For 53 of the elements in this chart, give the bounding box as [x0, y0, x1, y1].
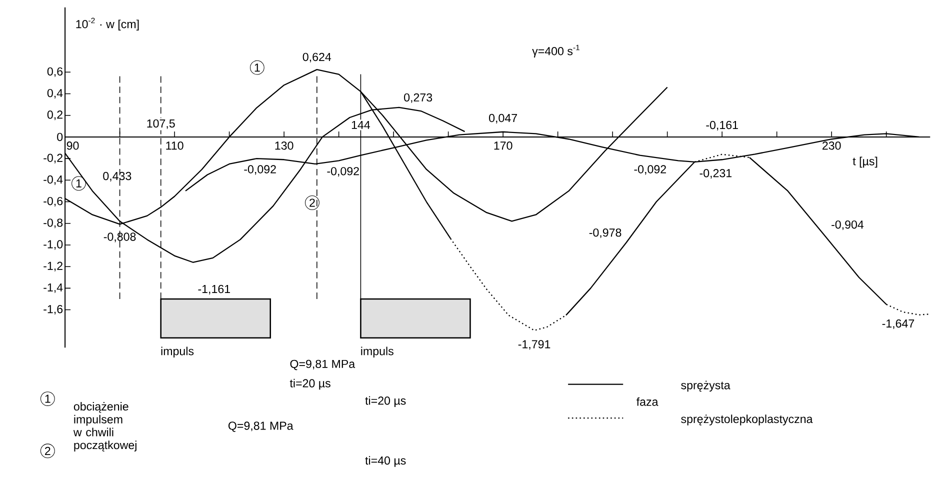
y-tick-label: -0,8: [44, 218, 63, 228]
annotation: -0,978: [589, 228, 622, 238]
annotation: -0,231: [700, 169, 732, 179]
annotation: γ=400 s$^{-1}$: [532, 44, 580, 58]
annotation: 2: [310, 198, 315, 207]
annotation: 0,273: [404, 93, 432, 103]
y-tick-label: -1,2: [44, 262, 62, 272]
y-tick-label: 0,4: [47, 88, 63, 99]
text: Q=9,81 MPa: [290, 360, 356, 370]
x-tick-label: 170: [494, 142, 512, 150]
band-label: impuls: [161, 346, 194, 358]
text: sprężysta: [681, 380, 730, 392]
text: ti=40 µs: [365, 456, 406, 467]
y-tick-label: -0,6: [44, 196, 63, 207]
x-tick-label: 90: [66, 142, 79, 150]
text: 1: [45, 394, 50, 403]
x-tick-label: 230: [822, 142, 841, 150]
text: sprężystolepkoplastyczna: [681, 414, 813, 426]
legend-title: faza: [636, 397, 658, 406]
annotation: -0,808: [104, 232, 136, 242]
text: Q=9,81 MPa: [228, 422, 294, 432]
y-tick-label: 0,6: [47, 67, 63, 77]
annotation: 1: [254, 64, 260, 72]
annotation: -0,161: [706, 120, 738, 130]
annotation: 0,433: [103, 172, 132, 182]
annotation: 0,047: [489, 114, 517, 124]
y-axis-title: 10$^{-2}$ · w [cm]: [76, 18, 139, 31]
y-tick-label: -1,6: [44, 305, 63, 315]
annotation: 0,624: [302, 52, 332, 62]
text: obciążenie impulsem w chwili początkowej: [73, 402, 136, 452]
annotation: -0,092: [634, 165, 666, 175]
x-tick-label: 130: [275, 142, 294, 150]
ref-line-label: 144: [352, 120, 370, 129]
x-tick-label: 110: [166, 142, 184, 150]
annotation: -1,161: [198, 284, 230, 295]
y-tick-label: -0,4: [44, 175, 63, 185]
annotation: -1,647: [882, 319, 914, 329]
annotation: -0,904: [832, 220, 864, 230]
ref-line-label: 107,5: [147, 119, 175, 129]
y-tick-label: -0,2: [44, 154, 62, 164]
annotation: -0,092: [327, 167, 359, 177]
annotation: -0,092: [244, 165, 276, 175]
annotation: 1: [76, 179, 82, 188]
y-tick-label: 0,2: [47, 110, 62, 120]
x-axis-title: t [µs]: [852, 156, 878, 168]
y-tick-label: -1,4: [44, 283, 63, 293]
text: 2: [45, 446, 50, 455]
text: ti=20 µs: [290, 378, 330, 390]
text: ti=20 µs: [365, 396, 406, 408]
annotation: -1,791: [518, 340, 550, 350]
y-tick-label: 0: [57, 132, 63, 142]
y-tick-label: -1,0: [44, 240, 63, 250]
band-label: impuls: [361, 346, 394, 358]
